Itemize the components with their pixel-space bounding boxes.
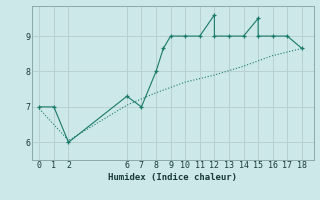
X-axis label: Humidex (Indice chaleur): Humidex (Indice chaleur)	[108, 173, 237, 182]
